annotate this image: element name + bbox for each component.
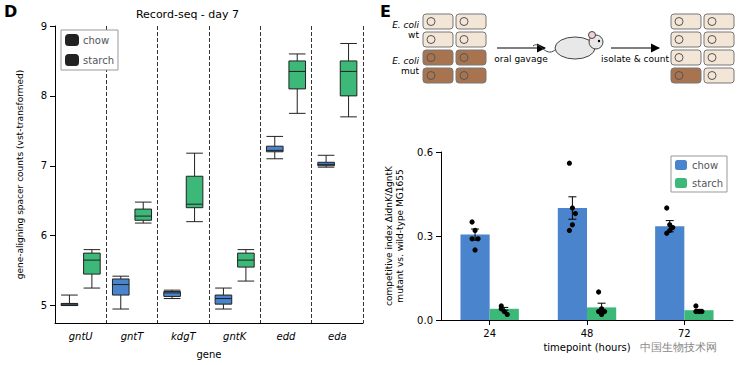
svg-text:competitive index ΔidnK/ΔgntK: competitive index ΔidnK/ΔgntK [384, 165, 394, 306]
html-text:中国生物技术网: 中国生物技术网 [640, 341, 717, 354]
svg-text:0.6: 0.6 [417, 147, 433, 158]
svg-text:isolate & count: isolate & count [601, 54, 669, 64]
svg-text:Record-seq - day 7: Record-seq - day 7 [136, 8, 239, 21]
svg-text:gntK: gntK [223, 331, 248, 342]
svg-text:7: 7 [41, 160, 47, 171]
svg-text:0.3: 0.3 [417, 231, 433, 242]
html-text:E: E [380, 2, 391, 21]
svg-text:24: 24 [483, 328, 496, 339]
svg-text:mutant vs. wild-type MG1655: mutant vs. wild-type MG1655 [395, 169, 405, 302]
svg-text:gntU: gntU [69, 331, 94, 342]
svg-text:9: 9 [41, 21, 47, 32]
svg-text:chow: chow [692, 160, 718, 171]
svg-text:eda: eda [328, 331, 347, 342]
svg-text:5: 5 [41, 300, 47, 311]
svg-text:gene: gene [197, 349, 222, 360]
svg-text:oral gavage: oral gavage [494, 54, 548, 64]
svg-text:E. coliwt: E. coliwt [392, 20, 419, 40]
svg-text:6: 6 [41, 230, 47, 241]
html-text:D: D [4, 2, 18, 21]
svg-text:chow: chow [83, 35, 109, 46]
svg-text:kdgT: kdgT [171, 331, 196, 342]
svg-text:E. colimut: E. colimut [392, 56, 419, 76]
svg-text:8: 8 [41, 90, 47, 101]
svg-text:timepoint (hours): timepoint (hours) [543, 342, 630, 353]
svg-text:starch: starch [692, 178, 723, 189]
svg-text:gntT: gntT [121, 331, 145, 342]
svg-text:gene-aligning spacer counts (v: gene-aligning spacer counts (vst-transfo… [15, 70, 25, 280]
svg-text:starch: starch [83, 55, 114, 66]
svg-text:72: 72 [678, 328, 691, 339]
svg-text:0.0: 0.0 [417, 315, 433, 326]
svg-text:48: 48 [581, 328, 594, 339]
svg-text:edd: edd [277, 331, 297, 342]
